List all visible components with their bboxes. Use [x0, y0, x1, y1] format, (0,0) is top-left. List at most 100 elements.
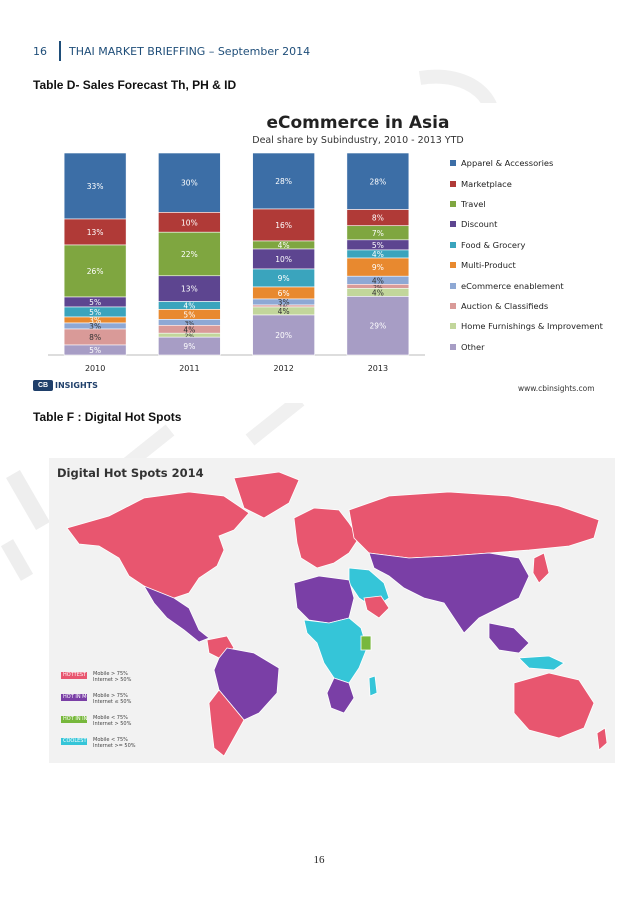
bar-segment [158, 152, 221, 213]
page-header: 16 THAI MARKET BRIEFFING – September 201… [33, 41, 310, 61]
map-legend-criteria: Mobile > 75% Internet ≤ 50% [93, 693, 132, 705]
legend-swatch [450, 282, 456, 289]
world-map [66, 471, 608, 757]
map-title: Digital Hot Spots 2014 [57, 466, 204, 480]
north-america-region [66, 491, 250, 599]
map-legend-criteria: Mobile < 75% Internet >= 50% [93, 737, 136, 749]
south-africa-region [326, 677, 355, 714]
data-label: 5% [89, 346, 101, 355]
map-legend-item: HOT IN INTERNET Mobile < 75%Internet > 50… [61, 715, 136, 737]
map-legend-criteria: Mobile > 75% Internet > 50% [93, 671, 132, 683]
chart-subtitle: Deal share by Subindustry, 2010 - 2013 Y… [252, 135, 464, 146]
kenya-region [360, 635, 372, 651]
data-label: 7% [372, 229, 384, 238]
page-footer-number: 16 [313, 854, 325, 866]
greenland-region [233, 471, 300, 519]
legend-label: Apparel & Accessories [461, 158, 554, 169]
data-label: 8% [372, 214, 384, 223]
chart-title: eCommerce in Asia [266, 113, 450, 133]
cb-insights-logo: CB INSIGHTS [33, 380, 98, 391]
legend-swatch [450, 262, 456, 269]
legend-item: Travel [450, 194, 620, 214]
data-label: 4% [183, 325, 195, 334]
bar-segment [252, 152, 315, 210]
data-label: 22% [181, 250, 198, 259]
data-label: 8% [89, 333, 101, 342]
data-label: 4% [278, 241, 290, 250]
data-label: 5% [89, 298, 101, 307]
data-label: 13% [181, 285, 198, 294]
legend-item: Discount [450, 214, 620, 234]
asia-region [368, 552, 530, 634]
data-label: 30% [181, 179, 198, 188]
bar-segment [346, 296, 410, 356]
legend-swatch [450, 160, 456, 167]
header-page-number: 16 [33, 44, 47, 58]
data-label: 5% [372, 241, 384, 250]
data-label: 3% [185, 320, 195, 327]
data-label: 9% [183, 342, 195, 351]
legend-item: Other [450, 337, 620, 357]
legend-swatch [450, 180, 456, 187]
x-tick-label: 2010 [85, 364, 105, 373]
data-label: 4% [372, 276, 384, 285]
legend-item: eCommerce enablement [450, 275, 620, 295]
legend-label: Travel [461, 198, 486, 209]
bar-segment [346, 152, 410, 210]
south-cone-region [208, 689, 245, 757]
data-label: 3% [278, 298, 290, 307]
data-label: 29% [370, 322, 387, 331]
cb-logo-mark: CB [33, 380, 53, 391]
legend-label: Auction & Classifieds [461, 300, 549, 311]
table-f-caption: Table F : Digital Hot Spots [33, 410, 182, 424]
cb-insights-url: www.cbinsights.com [518, 384, 595, 393]
ecommerce-chart: eCommerce in Asia Deal share by Subindus… [30, 103, 610, 403]
japan-region [532, 552, 550, 584]
legend-label: Multi-Product [461, 260, 516, 271]
legend-swatch [450, 221, 456, 228]
legend-item: Auction & Classifieds [450, 296, 620, 316]
data-label: 28% [275, 177, 292, 186]
madagascar-region [368, 675, 378, 697]
data-label: 4% [278, 307, 290, 316]
bar-segment [63, 244, 127, 298]
data-label: 2% [373, 284, 383, 291]
chart-plot: 33%13%26%5%5%3%3%8%5%201030%10%22%13%4%5… [48, 152, 425, 373]
legend-item: Marketplace [450, 173, 620, 193]
map-legend-item: HOT IN MOBILE Mobile > 75%Internet ≤ 50% [61, 693, 136, 715]
data-label: 13% [87, 228, 104, 237]
data-label: 3% [89, 316, 101, 325]
indonesia-region [518, 655, 565, 671]
map-legend-swatch: HOT IN INTERNET [61, 716, 87, 723]
table-d-caption: Table D- Sales Forecast Th, PH & ID [33, 78, 237, 92]
map-legend-swatch: COOLEST [61, 738, 87, 745]
data-label: 5% [183, 310, 195, 319]
data-label: 33% [87, 182, 104, 191]
southeast-asia-region [488, 622, 530, 654]
data-label: 9% [278, 274, 290, 283]
map-legend-criteria: Mobile < 75% Internet > 50% [93, 715, 132, 727]
legend-item: Apparel & Accessories [450, 153, 620, 173]
legend-swatch [450, 343, 456, 350]
legend-swatch [450, 200, 456, 207]
digital-hot-spots-map: Digital Hot Spots 2014 [49, 458, 615, 763]
legend-label: Food & Grocery [461, 239, 526, 250]
data-label: 28% [370, 177, 387, 186]
legend-swatch [450, 241, 456, 248]
australia-region [513, 672, 595, 739]
map-legend: HOTTEST Mobile > 75% Internet > 50% HOT IN … [61, 671, 136, 759]
data-label: 10% [275, 255, 292, 264]
data-label: 10% [181, 218, 198, 227]
legend-item: Food & Grocery [450, 235, 620, 255]
russia-region [348, 491, 600, 559]
data-label: 3% [89, 322, 101, 331]
mexico-region [143, 585, 210, 643]
legend-label: Discount [461, 219, 498, 230]
legend-label: Marketplace [461, 178, 512, 189]
bar-segment [252, 314, 315, 356]
legend-swatch [450, 323, 456, 330]
data-label: 26% [87, 267, 104, 276]
data-label: 16% [275, 221, 292, 230]
chart-legend: Apparel & Accessories Marketplace Travel Di… [450, 153, 620, 357]
data-label: 6% [278, 289, 290, 298]
